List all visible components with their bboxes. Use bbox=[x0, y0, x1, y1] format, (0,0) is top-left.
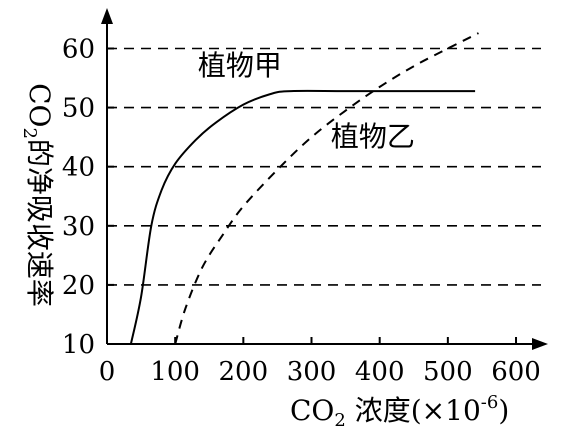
series-lines bbox=[129, 32, 479, 345]
series-line-0 bbox=[129, 89, 476, 345]
y-tick-label-50: 50 bbox=[62, 94, 95, 124]
series-label-plant-a: 植物甲 bbox=[198, 49, 282, 82]
x-axis-arrow bbox=[532, 338, 548, 350]
y-tick-label-10: 10 bbox=[62, 330, 95, 360]
x-label-sup: -6 bbox=[481, 392, 499, 413]
y-axis-arrow bbox=[101, 8, 113, 24]
x-tick-label-600: 600 bbox=[491, 357, 541, 387]
tick-labels: 0 100 200 300 400 500 600 10 20 30 40 50 60 bbox=[62, 35, 541, 388]
y-axis-label: CO2的净吸收速率 bbox=[19, 83, 56, 307]
y-label-rest: 的净吸收速率 bbox=[23, 139, 56, 307]
x-label-sub: 2 bbox=[334, 410, 345, 430]
y-tick-label-30: 30 bbox=[62, 212, 95, 242]
x-label-rest: 浓度(×10 bbox=[346, 394, 481, 427]
x-tick-label-200: 200 bbox=[219, 357, 269, 387]
y-label-sub: 2 bbox=[19, 127, 40, 138]
x-tick-label-0: 0 bbox=[99, 357, 116, 387]
x-axis-label: CO2 浓度(×10-6) bbox=[290, 392, 509, 430]
y-label-base: CO bbox=[23, 83, 56, 127]
x-tick-label-400: 400 bbox=[355, 357, 405, 387]
y-tick-label-60: 60 bbox=[62, 35, 95, 65]
x-tick-label-300: 300 bbox=[287, 357, 337, 387]
axes bbox=[101, 8, 548, 350]
series-line-1 bbox=[174, 32, 479, 345]
x-tick-label-100: 100 bbox=[150, 357, 200, 387]
y-tick-label-20: 20 bbox=[62, 271, 95, 301]
x-label-close: ) bbox=[498, 394, 509, 427]
x-tick-label-500: 500 bbox=[423, 357, 473, 387]
series-label-plant-b: 植物乙 bbox=[331, 120, 415, 153]
grid-lines bbox=[107, 47, 541, 286]
x-label-base: CO bbox=[290, 394, 334, 427]
y-tick-label-40: 40 bbox=[62, 153, 95, 183]
